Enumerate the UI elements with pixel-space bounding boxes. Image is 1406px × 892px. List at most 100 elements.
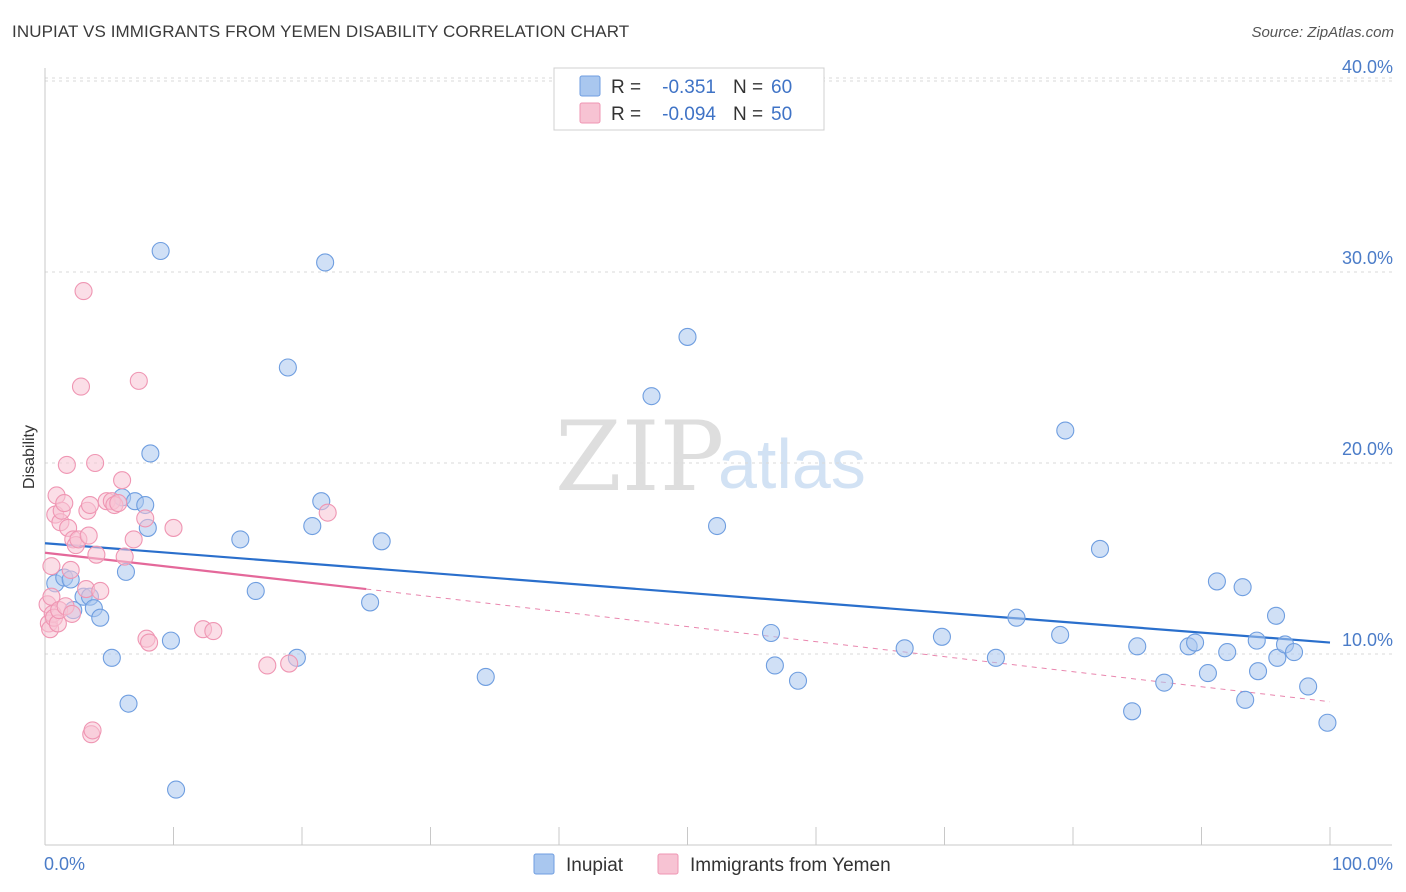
- data-points: [38, 241, 1337, 799]
- yemen-point-22: [74, 282, 93, 301]
- yemen-point-17: [62, 604, 82, 623]
- inupiat-point-44: [1155, 673, 1174, 692]
- y-axis-label: Disability: [21, 425, 38, 489]
- inupiat-point-10: [116, 562, 136, 581]
- x-tick-labels: 0.0% 100.0%: [44, 854, 1393, 874]
- yemen-point-26: [80, 495, 100, 515]
- yemen-point-16: [61, 560, 80, 580]
- inupiat-point-20: [246, 581, 265, 601]
- legend-n-label-1: N =: [733, 77, 763, 98]
- inupiat-point-17: [161, 631, 180, 650]
- inupiat-point-8: [102, 648, 121, 667]
- legend-r-value-1: -0.351: [662, 77, 716, 98]
- bottom-legend-swatch-yemen: [657, 853, 679, 875]
- x-tick-label-100: 100.0%: [1332, 854, 1393, 874]
- yemen-point-49: [42, 557, 61, 576]
- yemen-point-48: [318, 503, 337, 522]
- yemen-point-25: [79, 526, 98, 545]
- inupiat-point-7: [91, 608, 110, 627]
- inupiat-point-23: [303, 516, 322, 536]
- inupiat-point-33: [765, 656, 784, 675]
- yemen-point-21: [71, 377, 91, 396]
- legend-n-label-2: N =: [733, 104, 763, 125]
- inupiat-point-41: [1090, 539, 1110, 559]
- inupiat-point-51: [1266, 606, 1286, 625]
- yemen-point-31: [91, 581, 110, 601]
- bottom-legend-yemen: Immigrants from Yemen: [690, 855, 891, 876]
- inupiat-point-54: [1284, 643, 1304, 662]
- inupiat-point-49: [1236, 690, 1255, 709]
- y-tick-label-10: 10.0%: [1342, 630, 1393, 650]
- yemen-point-29: [86, 453, 105, 473]
- bottom-legend-inupiat: Inupiat: [566, 855, 624, 876]
- watermark-zip: ZIP: [555, 401, 724, 513]
- inupiat-point-38: [1007, 608, 1026, 627]
- source-label: Source: ZipAtlas.com: [1251, 24, 1394, 41]
- inupiat-point-28: [476, 667, 495, 686]
- inupiat-point-57: [1186, 633, 1205, 652]
- inupiat-point-40: [1056, 421, 1075, 440]
- inupiat-point-43: [1128, 637, 1147, 656]
- inupiat-point-15: [141, 444, 160, 463]
- inupiat-point-59: [1218, 643, 1237, 662]
- trend-line-yemen-extrapolated: [366, 588, 1331, 703]
- inupiat-point-26: [361, 593, 380, 612]
- inupiat-point-29: [642, 387, 661, 406]
- inupiat-point-30: [678, 327, 697, 346]
- inupiat-point-18: [167, 780, 186, 799]
- bottom-legend: Inupiat Immigrants from Yemen: [533, 853, 891, 876]
- legend-n-value-2: 50: [771, 104, 792, 125]
- series-inupiat: [46, 241, 1337, 799]
- series-yemen: [38, 282, 337, 744]
- yemen-point-38: [124, 530, 143, 549]
- chart-title: INUPIAT VS IMMIGRANTS FROM YEMEN DISABIL…: [12, 22, 630, 41]
- inupiat-point-52: [1268, 648, 1287, 667]
- inupiat-point-47: [1207, 572, 1226, 591]
- inupiat-point-21: [278, 358, 297, 377]
- yemen-point-45: [204, 622, 223, 641]
- yemen-point-42: [140, 633, 159, 652]
- inupiat-point-25: [316, 253, 335, 272]
- watermark-atlas: atlas: [718, 425, 866, 503]
- trend-lines: [44, 542, 1331, 703]
- inupiat-point-31: [708, 516, 727, 536]
- y-tick-label-20: 20.0%: [1342, 439, 1393, 459]
- inupiat-point-42: [1123, 702, 1142, 721]
- yemen-point-37: [115, 547, 134, 566]
- top-legend: R = -0.351 N = 60 R = -0.094 N = 50: [553, 67, 825, 131]
- yemen-point-36: [113, 471, 132, 490]
- inupiat-point-50: [1247, 631, 1266, 650]
- bottom-legend-swatch-inupiat: [533, 853, 555, 875]
- legend-r-value-2: -0.094: [662, 104, 716, 125]
- inupiat-point-55: [1299, 677, 1318, 696]
- inupiat-point-11: [119, 694, 138, 713]
- grid-lines: [45, 77, 1392, 655]
- yemen-point-14: [57, 455, 76, 474]
- yemen-point-46: [258, 656, 277, 675]
- inupiat-point-46: [1198, 664, 1217, 683]
- inupiat-point-58: [1248, 662, 1268, 681]
- inupiat-point-37: [986, 648, 1005, 667]
- yemen-point-40: [136, 509, 155, 528]
- legend-r-label-1: R =: [611, 77, 641, 98]
- inupiat-point-16: [151, 241, 170, 261]
- inupiat-point-34: [788, 671, 808, 690]
- inupiat-point-32: [761, 623, 781, 643]
- y-tick-label-40: 40.0%: [1342, 57, 1393, 77]
- y-tick-labels: 10.0% 20.0% 30.0% 40.0%: [1342, 57, 1393, 650]
- legend-n-value-1: 60: [771, 77, 792, 98]
- inupiat-point-39: [1051, 625, 1070, 644]
- yemen-point-39: [129, 371, 148, 390]
- legend-swatch-inupiat: [579, 75, 601, 97]
- inupiat-point-27: [372, 532, 391, 551]
- inupiat-point-35: [895, 639, 914, 658]
- yemen-point-12: [55, 494, 74, 513]
- yemen-point-35: [109, 494, 128, 513]
- legend-r-label-2: R =: [611, 104, 641, 125]
- inupiat-point-48: [1233, 578, 1252, 597]
- yemen-point-28: [83, 721, 102, 740]
- yemen-point-43: [164, 518, 183, 537]
- legend-swatch-yemen: [579, 102, 601, 124]
- yemen-point-30: [87, 545, 106, 564]
